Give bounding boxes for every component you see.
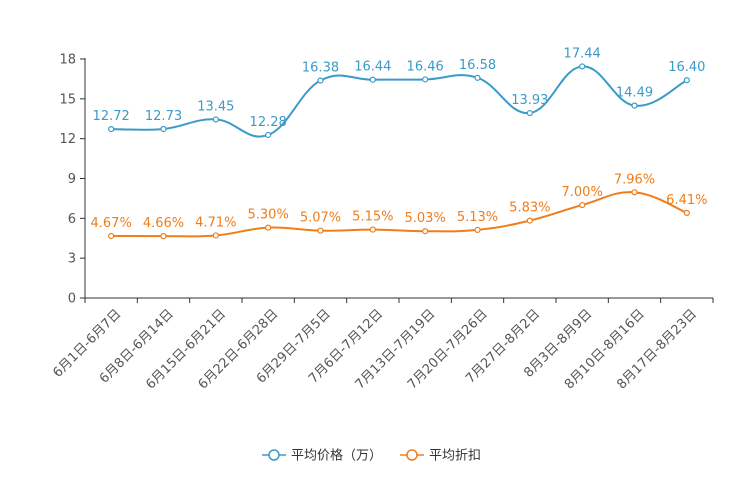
data-point[interactable] — [474, 226, 481, 233]
data-label: 16.40 — [668, 60, 705, 75]
data-label: 5.13% — [457, 210, 498, 225]
data-point[interactable] — [422, 76, 429, 83]
data-label: 4.71% — [195, 215, 236, 230]
data-point[interactable] — [265, 131, 272, 139]
data-label: 16.58 — [459, 58, 496, 73]
y-tick-label: 6 — [68, 212, 76, 227]
data-point[interactable] — [108, 232, 115, 240]
data-point[interactable] — [369, 76, 376, 83]
data-point[interactable] — [369, 226, 376, 233]
y-tick-label: 9 — [68, 172, 76, 187]
data-point[interactable] — [579, 63, 586, 70]
data-label: 16.44 — [354, 60, 391, 75]
data-label: 6.41% — [666, 193, 707, 208]
y-tick-label: 15 — [59, 92, 76, 107]
data-point[interactable] — [683, 209, 690, 216]
data-label: 16.38 — [302, 61, 339, 76]
data-point[interactable] — [579, 201, 586, 209]
data-label: 13.93 — [511, 93, 548, 108]
data-label: 7.00% — [562, 185, 603, 200]
data-point[interactable] — [474, 74, 481, 81]
data-label: 12.28 — [250, 115, 287, 130]
data-label: 5.15% — [352, 210, 393, 225]
data-label: 4.67% — [91, 216, 132, 231]
data-point[interactable] — [422, 228, 429, 235]
data-point[interactable] — [683, 77, 690, 84]
data-point[interactable] — [160, 125, 167, 133]
data-point[interactable] — [631, 189, 638, 196]
legend-marker-icon — [268, 449, 280, 461]
data-point[interactable] — [212, 116, 219, 123]
legend-label: 平均价格（万） — [291, 448, 382, 464]
y-tick-label: 18 — [59, 53, 76, 68]
legend-label: 平均折扣 — [429, 449, 481, 464]
data-point[interactable] — [108, 126, 115, 133]
data-point[interactable] — [265, 224, 272, 231]
data-label: 4.66% — [143, 216, 184, 231]
series-2: 4.67% 4.66% 4.71% 5.30% 5.07% 5.15% 5.03% 5.13%… — [91, 172, 707, 240]
data-label: 13.45 — [197, 99, 234, 114]
data-label: 16.46 — [407, 59, 444, 74]
series-line — [111, 191, 688, 238]
y-tick-label: 12 — [59, 132, 76, 147]
data-point[interactable] — [526, 109, 533, 117]
data-point[interactable] — [526, 217, 533, 224]
legend-item-2[interactable]: 平均折扣 — [400, 449, 481, 464]
series-1: 12.72 12.73 13.45 12.28 16.38 16.44 16.46 16.58… — [93, 46, 705, 139]
data-label: 12.73 — [145, 109, 182, 124]
data-point[interactable] — [160, 233, 167, 240]
data-label: 5.03% — [405, 211, 446, 226]
series-layer: 12.72 12.73 13.45 12.28 16.38 16.44 16.46 16.58… — [91, 46, 707, 240]
y-tick-label: 3 — [68, 252, 76, 267]
data-label: 5.07% — [300, 211, 341, 226]
data-point[interactable] — [631, 102, 638, 109]
legend-marker-icon — [406, 449, 418, 461]
y-tick-label: 0 — [68, 292, 76, 307]
data-label: 17.44 — [564, 46, 601, 61]
data-point[interactable] — [317, 77, 324, 84]
legend-item-1[interactable]: 平均价格（万） — [262, 448, 382, 464]
data-point[interactable] — [317, 227, 324, 234]
data-label: 14.49 — [616, 86, 653, 101]
data-point[interactable] — [212, 232, 219, 239]
data-label: 5.30% — [248, 208, 289, 223]
legend[interactable]: 平均价格（万） 平均折扣 — [262, 448, 481, 464]
data-label: 5.83% — [509, 201, 550, 216]
data-label: 12.72 — [93, 109, 130, 124]
data-label: 7.96% — [614, 172, 655, 187]
